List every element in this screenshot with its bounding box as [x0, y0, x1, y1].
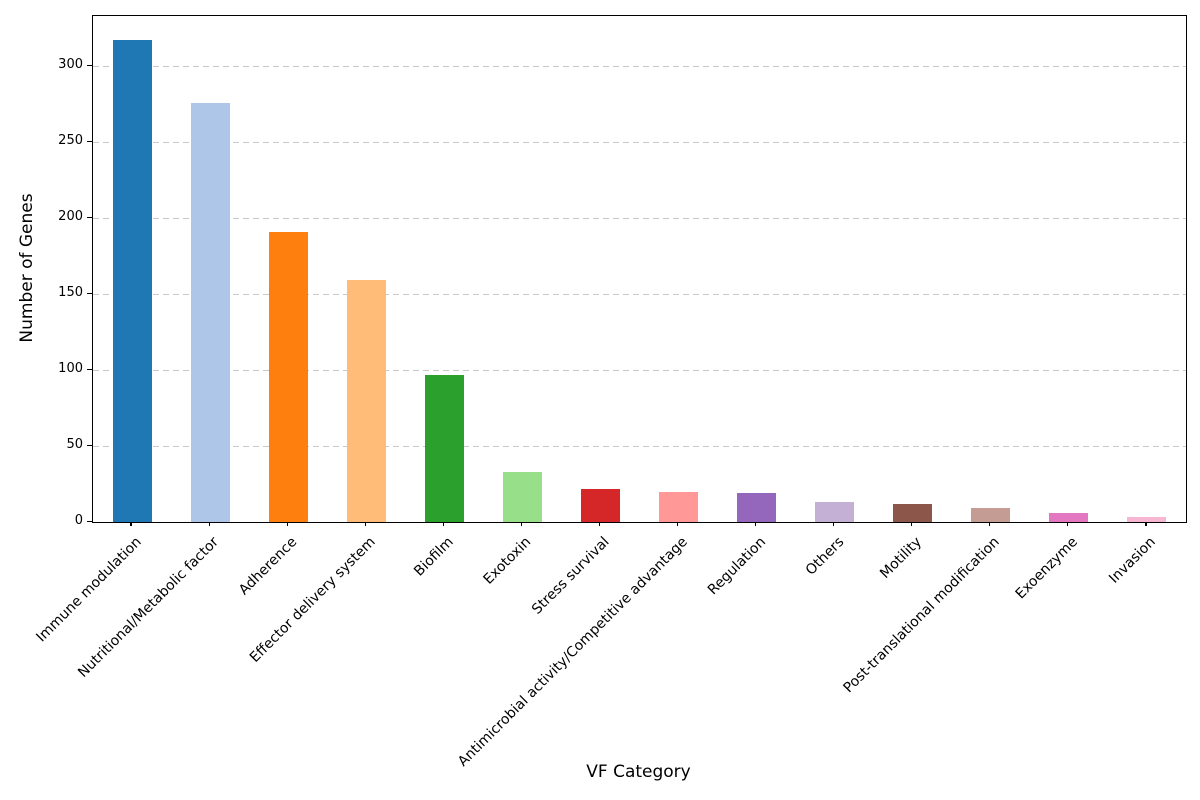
- bar-invasion: [1127, 517, 1167, 522]
- bar-motility: [893, 503, 933, 522]
- bar-others: [815, 502, 855, 522]
- y-tick-label-300: 300: [58, 57, 83, 73]
- y-axis-title: Number of Genes: [17, 193, 37, 343]
- x-tick-mark-immune-modulation: [130, 522, 132, 526]
- y-tick-label-150: 150: [58, 285, 83, 301]
- gridline-y-150: [93, 293, 1186, 295]
- x-tick-label-effector-delivery-system: Effector delivery system: [246, 534, 379, 666]
- gridline-y-200: [93, 217, 1186, 219]
- gridline-y-300: [93, 65, 1186, 67]
- y-tick-mark-100: [87, 369, 92, 371]
- x-tick-label-others: Others: [802, 534, 848, 579]
- bar-adherence: [268, 231, 308, 522]
- y-tick-label-200: 200: [58, 209, 83, 225]
- x-tick-mark-others: [833, 522, 835, 526]
- x-tick-mark-post-translational-modification: [989, 522, 991, 526]
- x-tick-label-nutritional-metabolic-factor: Nutritional/Metabolic factor: [75, 534, 223, 681]
- y-tick-label-100: 100: [58, 361, 83, 377]
- x-tick-mark-nutritional-metabolic-factor: [208, 522, 210, 526]
- x-tick-label-stress-survival: Stress survival: [529, 534, 613, 618]
- y-tick-mark-0: [87, 521, 92, 523]
- y-tick-label-250: 250: [58, 133, 83, 149]
- bar-post-translational-modification: [971, 508, 1011, 522]
- x-tick-mark-antimicrobial-activity-competitive-advantage: [676, 522, 679, 526]
- bar-effector-delivery-system: [346, 280, 386, 522]
- bar-exoenzyme: [1049, 512, 1089, 522]
- y-tick-mark-300: [87, 65, 92, 67]
- gridline-y-100: [93, 369, 1186, 371]
- bar-exotoxin: [502, 471, 542, 522]
- x-tick-mark-biofilm: [442, 522, 444, 526]
- gridline-y-50: [93, 445, 1186, 447]
- x-tick-mark-exotoxin: [520, 522, 522, 526]
- x-axis-title: VF Category: [586, 762, 691, 782]
- bar-biofilm: [424, 374, 464, 522]
- x-tick-mark-exoenzyme: [1067, 522, 1069, 526]
- y-tick-mark-200: [87, 217, 92, 219]
- x-tick-label-regulation: Regulation: [704, 534, 769, 599]
- x-tick-label-adherence: Adherence: [236, 534, 301, 599]
- x-tick-label-exotoxin: Exotoxin: [481, 534, 535, 588]
- x-tick-label-biofilm: Biofilm: [411, 534, 457, 580]
- x-tick-mark-stress-survival: [598, 522, 601, 526]
- bar-antimicrobial-activity-competitive-advantage: [659, 491, 699, 522]
- x-tick-mark-adherence: [286, 522, 288, 526]
- x-tick-mark-effector-delivery-system: [364, 522, 366, 526]
- gridline-y-250: [93, 141, 1186, 143]
- bar-regulation: [737, 493, 777, 522]
- bar-immune-modulation: [112, 40, 152, 522]
- x-tick-mark-regulation: [755, 522, 757, 526]
- x-tick-label-exoenzyme: Exoenzyme: [1012, 534, 1082, 603]
- y-tick-mark-250: [87, 141, 92, 143]
- bar-stress-survival: [580, 488, 620, 522]
- x-tick-mark-invasion: [1145, 522, 1147, 526]
- y-tick-mark-50: [87, 445, 92, 447]
- y-tick-label-50: 50: [66, 437, 83, 453]
- bar-nutritional-metabolic-factor: [190, 102, 230, 522]
- x-tick-label-motility: Motility: [877, 534, 926, 582]
- x-tick-label-invasion: Invasion: [1106, 534, 1160, 587]
- y-tick-label-0: 0: [74, 513, 83, 528]
- plot-area: [92, 15, 1187, 523]
- x-tick-mark-motility: [911, 522, 913, 526]
- x-tick-label-post-translational-modification: Post-translational modification: [840, 534, 1004, 697]
- y-tick-mark-150: [87, 293, 92, 295]
